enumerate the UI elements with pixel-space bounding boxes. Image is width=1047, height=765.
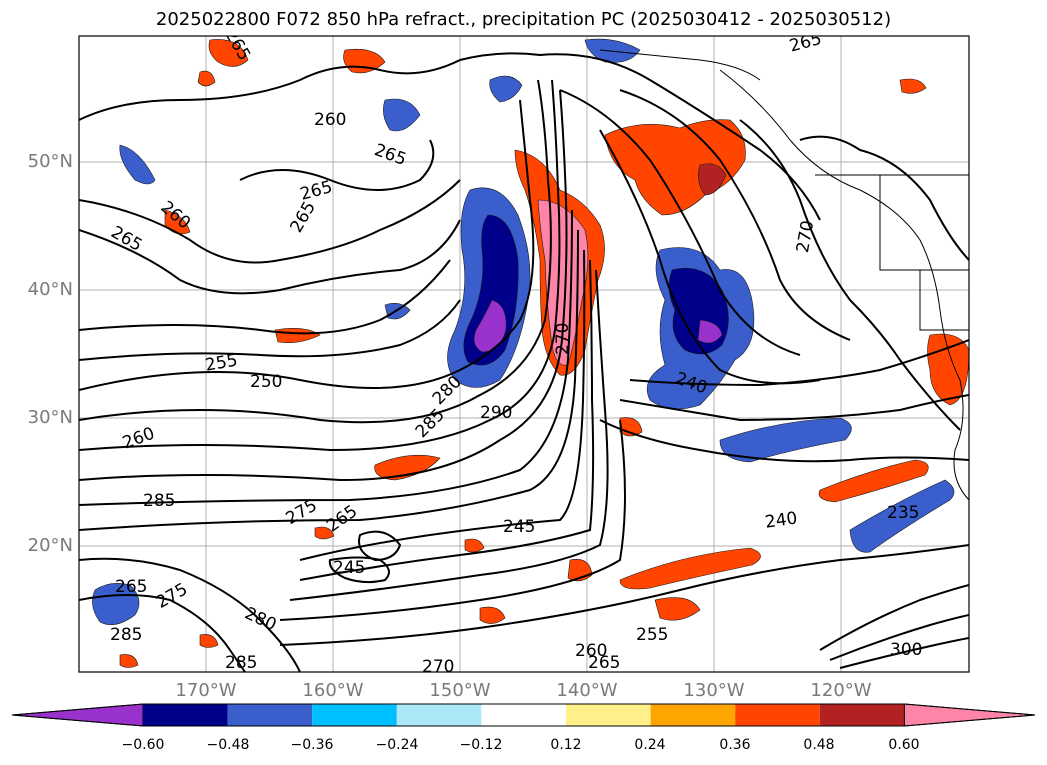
contour-label: 285 <box>225 653 257 673</box>
colorbar-tick-label: −0.12 <box>459 737 503 753</box>
colorbar-segment <box>396 704 482 726</box>
contour-label-group: 260 265 265 265 265 260 265 255 250 260 … <box>107 29 922 677</box>
lon-label-130w: 130°W <box>683 680 745 701</box>
lon-label-120w: 120°W <box>810 680 872 701</box>
colorbar-segment <box>227 704 313 726</box>
colorbar <box>11 703 1036 727</box>
contour-label: 250 <box>250 372 282 392</box>
plot-border <box>78 35 970 673</box>
colorbar-extend-high <box>903 703 1036 727</box>
contour-label: 235 <box>887 503 919 523</box>
colorbar-segment <box>566 704 651 726</box>
colorbar-segment <box>481 704 566 726</box>
contour-label: 270 <box>553 323 573 355</box>
contour-label: 255 <box>636 625 668 645</box>
negative-anomaly-shading <box>92 38 955 626</box>
contour-label: 260 <box>314 110 346 130</box>
colorbar-tick-label: −0.36 <box>290 737 334 753</box>
colorbar-extend-low <box>11 703 144 727</box>
contour-label: 265 <box>115 577 147 597</box>
colorbar-segment <box>650 704 736 726</box>
contour-label: 265 <box>372 140 409 170</box>
lat-label-20n: 20°N <box>27 535 73 556</box>
contour-label: 280 <box>242 604 280 636</box>
colorbar-segment <box>312 704 397 726</box>
contour-label: 265 <box>588 653 620 673</box>
colorbar-tick-label: 0.36 <box>719 737 751 753</box>
contour-label: 260 <box>575 641 607 661</box>
contour-label: 240 <box>764 508 799 532</box>
colorbar-tick-label: 0.24 <box>634 737 666 753</box>
contour-label: 270 <box>422 657 454 677</box>
colorbar-tick-label: −0.60 <box>121 737 165 753</box>
lat-label-30n: 30°N <box>27 407 73 428</box>
map-title: 2025022800 F072 850 hPa refract., precip… <box>155 9 892 30</box>
lon-label-170w: 170°W <box>175 680 237 701</box>
colorbar-tick-label: 0.60 <box>888 737 920 753</box>
lon-label-160w: 160°W <box>302 680 364 701</box>
colorbar-tick-label: −0.24 <box>375 737 419 753</box>
colorbar-tick-label: 0.12 <box>550 737 582 753</box>
lon-label-140w: 140°W <box>556 680 618 701</box>
contour-label: 260 <box>120 424 157 454</box>
colorbar-segment <box>735 704 820 726</box>
colorbar-tick-label: −0.48 <box>206 737 250 753</box>
refractivity-contours <box>79 52 969 672</box>
lat-label-40n: 40°N <box>27 279 73 300</box>
contour-label: 265 <box>287 198 321 236</box>
lon-label-150w: 150°W <box>429 680 491 701</box>
colorbar-tick-label: 0.48 <box>803 737 835 753</box>
contour-label: 290 <box>480 403 512 423</box>
contour-label: 265 <box>107 222 145 256</box>
coastline <box>599 49 969 501</box>
contour-label: 270 <box>793 219 818 254</box>
lat-label-50n: 50°N <box>27 151 73 172</box>
colorbar-outline <box>11 703 1036 727</box>
contour-label: 265 <box>787 29 824 57</box>
contour-label: 300 <box>890 640 922 660</box>
colorbar-segment <box>143 704 228 726</box>
colorbar-segment <box>819 704 905 726</box>
contour-label: 285 <box>110 625 142 645</box>
contour-label: 245 <box>503 517 535 537</box>
contour-label: 245 <box>333 558 365 578</box>
contour-label: 285 <box>143 491 175 511</box>
